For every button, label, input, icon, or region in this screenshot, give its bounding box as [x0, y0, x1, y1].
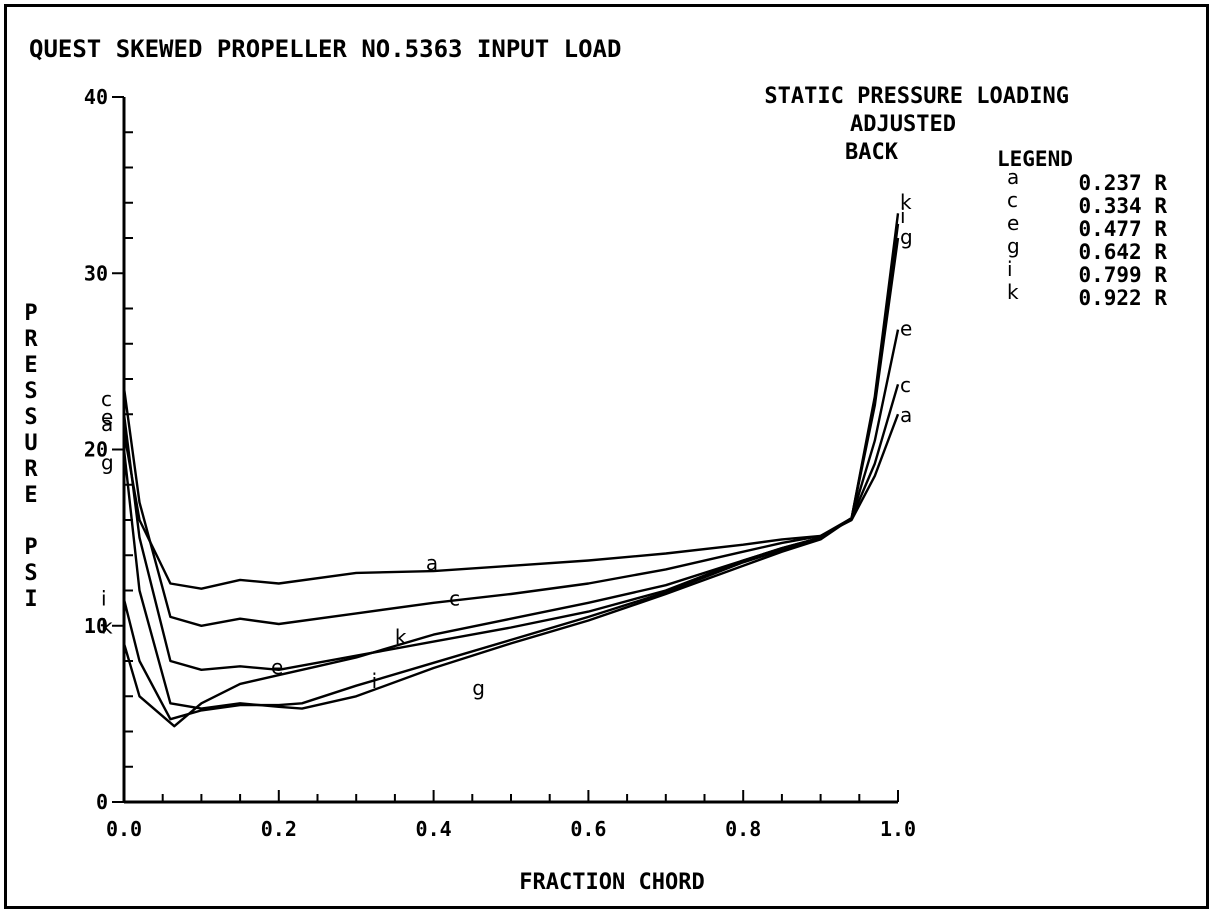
chart-subtitle-line-1: STATIC PRESSURE LOADING [764, 84, 1069, 109]
legend-entry-k: 0.922 R [1078, 286, 1167, 310]
curve-label-right-c: c [900, 373, 911, 397]
legend-tag-i: i [1007, 257, 1013, 281]
curve-label-left-g: g [101, 451, 114, 475]
curve-label-mid-g: g [472, 676, 485, 700]
curve-label-right-e: e [900, 317, 912, 341]
series-line-g [122, 237, 900, 710]
curve-label-right-i: i [900, 204, 906, 228]
x-tick-label: 1.0 [880, 817, 916, 841]
chart-frame: QUEST SKEWED PROPELLER NO.5363 INPUT LOA… [4, 4, 1209, 909]
chart-subtitle-line-2: ADJUSTED [850, 112, 956, 137]
legend-entry-e: 0.477 R [1078, 217, 1167, 241]
legend-tag-e: e [1007, 211, 1019, 235]
y-tick-label: 30 [84, 261, 108, 285]
series-lines [122, 213, 900, 728]
curve-label-mid-k: k [395, 625, 407, 649]
curve-label-left-k: k [101, 615, 113, 639]
x-tick-label: 0.4 [416, 817, 452, 841]
curve-label-right-k: k [900, 190, 912, 214]
chart-subtitle-line-3: BACK [845, 140, 899, 165]
curve-label-right-a: a [900, 403, 912, 427]
legend: LEGEND a 0.237 R c 0.334 R e 0.477 R g 0.642 R i… [997, 147, 1167, 310]
x-axis-label: FRACTION CHORD [519, 870, 704, 895]
curve-label-left-c: c [101, 387, 112, 411]
y-axis-label-letter: U [24, 431, 37, 456]
y-axis-label-letter: R [24, 327, 38, 352]
x-tick-label: 0.6 [570, 817, 606, 841]
y-tick-label: 20 [84, 438, 108, 462]
legend-entry-c: 0.334 R [1078, 194, 1167, 218]
x-tick-label: 0.0 [106, 817, 142, 841]
y-axis-label-letter: E [24, 483, 37, 508]
y-axis-label-letter: P [24, 301, 37, 326]
axes: 0 10 20 30 40 0.0 0.2 0.4 0.6 0.8 1.0 [84, 85, 916, 841]
legend-entry-g: 0.642 R [1078, 240, 1167, 264]
y-tick-label: 10 [84, 614, 108, 638]
series-line-a [122, 413, 900, 590]
curve-label-left-e: e [101, 405, 113, 429]
legend-entry-a: 0.237 R [1078, 171, 1167, 195]
y-axis-label-letter: P [24, 535, 37, 560]
curve-label-left-a: a [101, 412, 113, 436]
y-axis-label-letter: I [24, 587, 37, 612]
chart-title: QUEST SKEWED PROPELLER NO.5363 INPUT LOA… [29, 35, 621, 63]
legend-tag-g: g [1007, 234, 1020, 258]
curve-label-mid-c: c [449, 586, 460, 610]
y-axis-label-letter: R [24, 457, 38, 482]
series-line-i [122, 223, 900, 721]
curve-label-right-g: g [900, 225, 913, 249]
legend-entry-i: 0.799 R [1078, 263, 1167, 287]
legend-tag-a: a [1007, 165, 1019, 189]
y-axis-label-letter: E [24, 353, 37, 378]
x-tick-label: 0.2 [261, 817, 297, 841]
curve-label-mid-a: a [426, 551, 438, 575]
series-line-c [122, 383, 900, 627]
y-axis-label-letter: S [24, 405, 37, 430]
curve-label-mid-e: e [271, 655, 283, 679]
legend-tag-c: c [1007, 188, 1018, 212]
curve-label-mid-i: i [372, 669, 378, 693]
y-tick-label: 40 [84, 85, 108, 109]
y-axis-label-letter: S [24, 379, 37, 404]
legend-title: LEGEND [997, 147, 1073, 171]
curve-label-left-i: i [101, 586, 107, 610]
x-tick-label: 0.8 [725, 817, 761, 841]
series-line-k [122, 213, 900, 728]
y-tick-label: 0 [96, 790, 108, 814]
chart-canvas: QUEST SKEWED PROPELLER NO.5363 INPUT LOA… [24, 35, 1167, 895]
y-axis-label-letter: S [24, 561, 37, 586]
legend-tag-k: k [1007, 280, 1019, 304]
